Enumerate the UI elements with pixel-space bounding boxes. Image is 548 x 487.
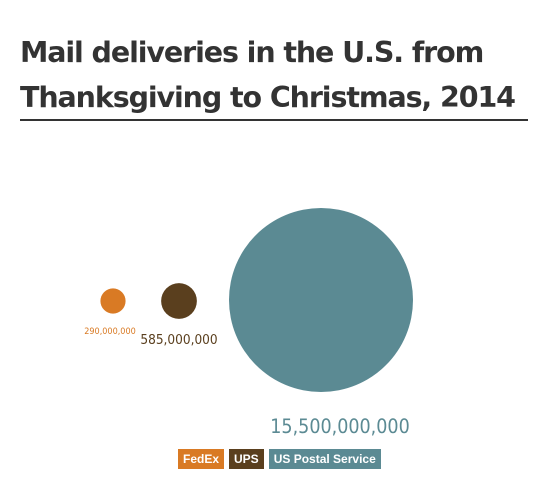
chart-title-line-1: Mail deliveries in the U.S. from [20,36,484,69]
bubble-us-postal-service [229,208,413,392]
legend-item-ups: UPS [229,449,264,469]
bubble-fedex [100,288,126,314]
legend-item-us-postal-service: US Postal Service [268,449,381,469]
chart-title: Mail deliveries in the U.S. from Thanksg… [20,30,530,120]
value-label-ups: 585,000,000 [140,332,217,348]
chart-title-line-2: Thanksgiving to Christmas, 2014 [20,81,516,114]
title-underline [20,119,528,121]
value-label-us-postal-service: 15,500,000,000 [270,415,409,438]
legend-item-fedex: FedEx [178,449,225,469]
value-label-fedex: 290,000,000 [84,327,136,337]
bubble-ups [161,283,197,319]
chart-legend: FedEx UPS US Postal Service [178,449,381,469]
